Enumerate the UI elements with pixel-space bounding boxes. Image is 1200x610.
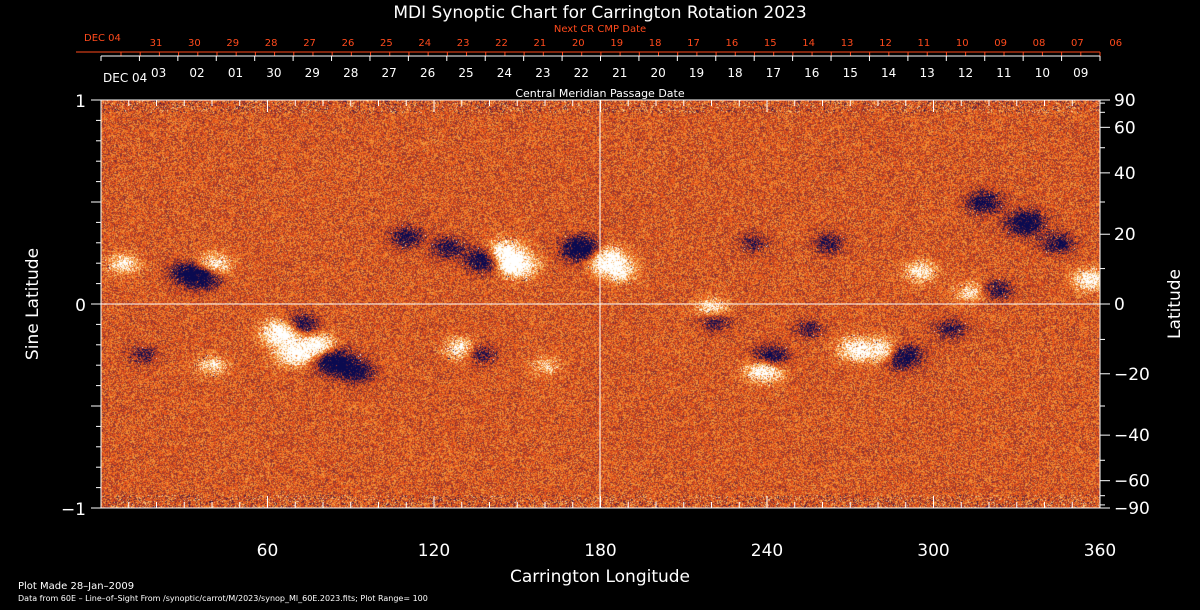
plot-made-note: Plot Made 28–Jan–2009: [18, 581, 134, 592]
cmp-date-label: 17: [766, 66, 781, 80]
cmp-date-label: 10: [1035, 66, 1050, 80]
next-cmp-date-label: 22: [495, 38, 508, 49]
y-tick-label: 1: [75, 92, 86, 112]
y-axis-label-left: Sine Latitude: [23, 248, 43, 360]
next-cmp-date-label: 09: [994, 38, 1007, 49]
x-tick-label: 300: [917, 541, 949, 561]
next-cmp-date-label: 19: [610, 38, 623, 49]
next-cmp-start-label: DEC 04: [84, 33, 121, 44]
cmp-date-label: 21: [612, 66, 627, 80]
next-cmp-axis: 31 30 29 28 27 26 25 24 23 22 21 20 19 18 17 16 15 14 13 12…: [76, 38, 1122, 56]
lat-tick-label: 60: [1114, 118, 1136, 138]
lat-tick-label: 90: [1114, 91, 1136, 111]
x-tick-label: 60: [257, 541, 279, 561]
next-cmp-date-label: 31: [150, 38, 163, 49]
next-cmp-date-label: 28: [265, 38, 278, 49]
chart-title: MDI Synoptic Chart for Carrington Rotati…: [393, 3, 806, 23]
lat-tick-label: −60: [1114, 472, 1150, 492]
y-tick-label: 0: [75, 296, 86, 316]
cmp-date-label: 03: [151, 66, 166, 80]
next-cmp-date-label: 24: [418, 38, 431, 49]
y-tick-label: −1: [61, 500, 86, 520]
cmp-date-label: 02: [189, 66, 204, 80]
lat-tick-label: −20: [1114, 365, 1150, 385]
cmp-date-label: 12: [958, 66, 973, 80]
lat-tick-label: −40: [1114, 426, 1150, 446]
x-axis: 60 120 180 240 300 360: [128, 100, 1116, 561]
next-cmp-date-label: 15: [764, 38, 777, 49]
left-y-axis: 1 0 −1: [61, 92, 101, 520]
cmp-date-label: 18: [727, 66, 742, 80]
next-cmp-date-label: 21: [534, 38, 547, 49]
cmp-axis: 03 02 01 30 29 28 27 26 25 24 23 22 21 20 19 18 17 16 15 14…: [100, 55, 1101, 80]
next-cmp-date-label: 16: [726, 38, 739, 49]
next-cmp-date-label: 10: [956, 38, 969, 49]
next-cmp-date-label: 08: [1033, 38, 1046, 49]
next-cmp-date-label: 25: [380, 38, 393, 49]
cmp-date-label: 16: [804, 66, 819, 80]
y-axis-label-right: Latitude: [1165, 269, 1185, 339]
cmp-date-label: 23: [535, 66, 550, 80]
lat-tick-label: 0: [1114, 295, 1125, 315]
next-cmp-date-label: 23: [457, 38, 470, 49]
next-cmp-date-label: 29: [226, 38, 239, 49]
next-cmp-date-label: 11: [917, 38, 930, 49]
cmp-date-label: 19: [689, 66, 704, 80]
cmp-date-label: 01: [228, 66, 243, 80]
cmp-date-label: 14: [881, 66, 896, 80]
cmp-start-label: DEC 04: [103, 71, 147, 85]
next-cmp-date-label: 18: [649, 38, 662, 49]
x-tick-label: 180: [584, 541, 616, 561]
next-cmp-date-label: 30: [188, 38, 201, 49]
x-tick-label: 240: [751, 541, 783, 561]
cmp-date-label: 24: [497, 66, 512, 80]
x-axis-label: Carrington Longitude: [510, 567, 690, 587]
cmp-date-label: 29: [305, 66, 320, 80]
cmp-date-label: 30: [266, 66, 281, 80]
x-tick-label: 120: [418, 541, 450, 561]
cmp-date-label: 27: [382, 66, 397, 80]
next-cmp-date-label: 26: [342, 38, 355, 49]
lat-tick-label: 40: [1114, 164, 1136, 184]
right-y-axis: 90 60 40 20 0 −20 −40 −60 −90: [1100, 91, 1150, 519]
next-cmp-date-label: 06: [1109, 38, 1122, 49]
cmp-date-label: 25: [458, 66, 473, 80]
next-cmp-axis-label: Next CR CMP Date: [554, 24, 646, 35]
x-tick-label: 360: [1084, 541, 1116, 561]
cmp-axis-label: Central Meridian Passage Date: [515, 87, 684, 100]
cmp-date-label: 13: [919, 66, 934, 80]
cmp-date-label: 26: [420, 66, 435, 80]
cmp-date-label: 11: [996, 66, 1011, 80]
next-cmp-date-label: 14: [802, 38, 815, 49]
cmp-date-label: 20: [650, 66, 665, 80]
lat-tick-label: 20: [1114, 225, 1136, 245]
lat-tick-label: −90: [1114, 499, 1150, 519]
next-cmp-date-label: 20: [572, 38, 585, 49]
next-cmp-date-label: 12: [879, 38, 892, 49]
cmp-date-label: 28: [343, 66, 358, 80]
next-cmp-date-label: 27: [303, 38, 316, 49]
cmp-date-label: 09: [1073, 66, 1088, 80]
next-cmp-date-label: 17: [687, 38, 700, 49]
cmp-date-label: 22: [574, 66, 589, 80]
cmp-date-label: 15: [843, 66, 858, 80]
data-source-note: Data from 60E – Line–of–Sight From /syno…: [18, 594, 428, 603]
next-cmp-date-label: 07: [1071, 38, 1084, 49]
next-cmp-date-label: 13: [841, 38, 854, 49]
